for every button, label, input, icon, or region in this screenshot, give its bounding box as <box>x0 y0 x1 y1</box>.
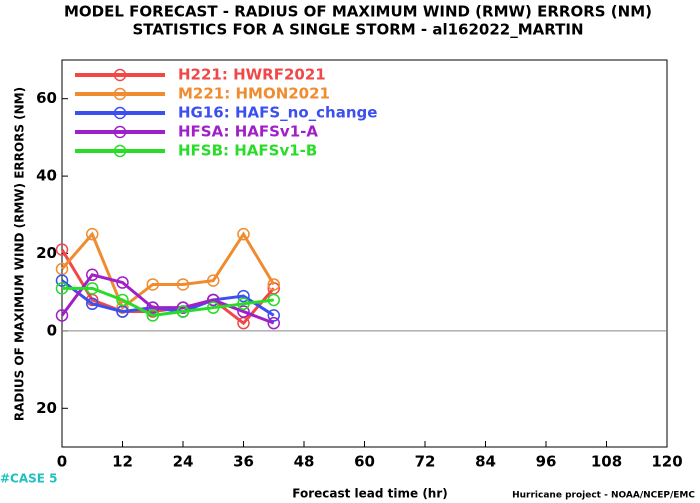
data-point <box>207 274 220 287</box>
data-point <box>237 305 250 318</box>
x-tick-label: 24 <box>173 453 194 471</box>
chart-title: MODEL FORECAST - RADIUS OF MAXIMUM WIND … <box>64 3 652 21</box>
data-point <box>146 301 159 314</box>
data-point <box>267 293 280 307</box>
x-tick-label: 36 <box>233 453 254 471</box>
chart-subtitle: STATISTICS FOR A SINGLE STORM - al162022… <box>132 21 583 39</box>
legend-label: HFSA: HAFSv1-A <box>178 123 318 141</box>
series-line <box>60 231 276 311</box>
data-point <box>86 282 99 295</box>
legend-label: HFSB: HAFSv1-B <box>178 142 317 160</box>
legend-marker <box>113 144 127 158</box>
y-tick-label: 60 <box>36 89 57 107</box>
legend-marker <box>113 125 127 139</box>
data-point <box>146 309 159 322</box>
x-tick-label: 84 <box>475 453 496 471</box>
data-point <box>237 289 250 303</box>
y-tick-label: 20 <box>36 244 57 262</box>
y-tick-label: 0 <box>47 321 57 339</box>
y-tick-label: 20 <box>36 399 57 417</box>
y-tick-label: 40 <box>36 167 57 185</box>
data-point <box>176 301 190 314</box>
data-point <box>267 309 280 322</box>
x-tick-label: 48 <box>294 453 315 471</box>
legend-marker <box>113 68 127 82</box>
legend-marker <box>113 106 127 120</box>
data-point <box>207 301 220 314</box>
data-point <box>55 243 69 256</box>
data-point <box>55 274 69 287</box>
x-tick-label: 0 <box>57 453 67 471</box>
legend-label: M221: HMON2021 <box>178 85 330 103</box>
data-point <box>176 305 190 318</box>
data-point <box>86 227 99 241</box>
data-point <box>86 268 99 282</box>
data-point <box>237 297 250 311</box>
legend-label: HG16: HAFS_no_change <box>178 104 377 122</box>
legend-marker <box>113 87 127 101</box>
data-point <box>116 293 129 307</box>
x-tick-label: 72 <box>415 453 436 471</box>
x-tick-label: 120 <box>651 453 682 471</box>
data-point <box>207 293 220 307</box>
x-axis-label: Forecast lead time (hr) <box>292 487 448 501</box>
x-tick-label: 96 <box>536 453 557 471</box>
x-tick-label: 108 <box>591 453 622 471</box>
data-point <box>116 301 129 314</box>
x-tick-label: 12 <box>112 453 133 471</box>
case-label: #CASE 5 <box>0 472 58 486</box>
data-point <box>146 278 159 291</box>
y-axis-label: RADIUS OF MAXIMUM WIND (RMW) ERRORS (NM) <box>13 87 27 421</box>
data-point <box>267 316 280 330</box>
data-point <box>55 282 69 295</box>
legend-label: H221: HWRF2021 <box>178 66 326 84</box>
data-point <box>267 278 280 291</box>
data-point <box>237 227 250 241</box>
data-point <box>55 309 69 322</box>
data-point <box>176 278 190 291</box>
data-point <box>116 276 129 289</box>
x-tick-label: 60 <box>354 453 375 471</box>
credit: Hurricane project - NOAA/NCEP/EMC <box>512 491 695 501</box>
data-point <box>86 297 99 311</box>
